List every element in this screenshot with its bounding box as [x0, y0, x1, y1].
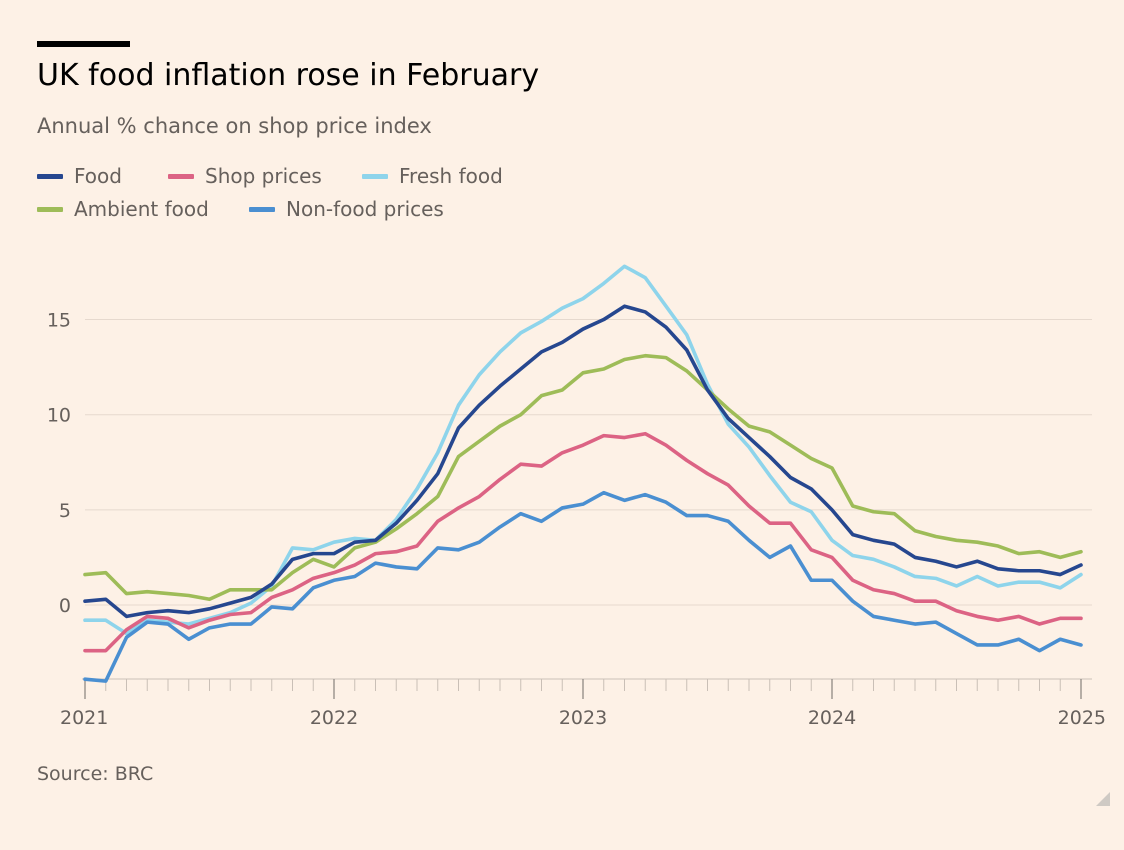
- series-line-food: [83, 304, 1083, 619]
- legend-label-food: Food: [74, 164, 122, 188]
- legend-swatch-food: [37, 173, 63, 179]
- series-line-fresh: [83, 264, 1083, 636]
- legend-item-fresh-food: Fresh food: [362, 164, 503, 188]
- x-tick-label: 2024: [808, 707, 856, 729]
- legend: Food Shop prices Fresh food Ambient food…: [37, 164, 737, 230]
- legend-label-non-food-prices: Non-food prices: [286, 197, 444, 221]
- y-tick-label: 10: [47, 405, 71, 427]
- source-note: Source: BRC: [37, 763, 154, 785]
- y-tick-label: 0: [59, 595, 71, 617]
- x-tick-label: 2025: [1058, 707, 1106, 729]
- legend-label-shop-prices: Shop prices: [205, 164, 322, 188]
- line-chart: 15 10 5 0 2021 2022 2023 2024 2025: [47, 264, 1106, 729]
- title-accent-bar: [37, 41, 130, 47]
- y-tick-label: 15: [47, 310, 71, 332]
- legend-swatch-shop-prices: [168, 173, 194, 179]
- legend-item-food: Food: [37, 164, 122, 188]
- legend-item-non-food-prices: Non-food prices: [249, 197, 444, 221]
- legend-item-shop-prices: Shop prices: [168, 164, 322, 188]
- legend-swatch-ambient-food: [37, 206, 63, 212]
- legend-swatch-non-food-prices: [249, 206, 275, 212]
- legend-swatch-fresh-food: [362, 173, 388, 179]
- x-tick-label: 2021: [60, 707, 108, 729]
- series-line-nonfood: [83, 490, 1083, 683]
- series-line-shop: [83, 431, 1083, 653]
- x-axis: 2021 2022 2023 2024 2025: [60, 678, 1106, 729]
- legend-label-fresh-food: Fresh food: [399, 164, 503, 188]
- y-axis: 15 10 5 0: [47, 310, 71, 617]
- y-tick-label: 5: [59, 500, 71, 522]
- x-tick-label: 2022: [310, 707, 358, 729]
- legend-item-ambient-food: Ambient food: [37, 197, 209, 221]
- x-tick-label: 2023: [559, 707, 607, 729]
- chart-subtitle: Annual % chance on shop price index: [37, 114, 432, 138]
- series-lines: [83, 264, 1083, 683]
- resize-corner-icon: [1096, 792, 1110, 806]
- gridlines: [85, 319, 1092, 606]
- series-line-ambient: [83, 353, 1083, 602]
- chart-title: UK food inflation rose in February: [37, 58, 540, 93]
- legend-label-ambient-food: Ambient food: [74, 197, 209, 221]
